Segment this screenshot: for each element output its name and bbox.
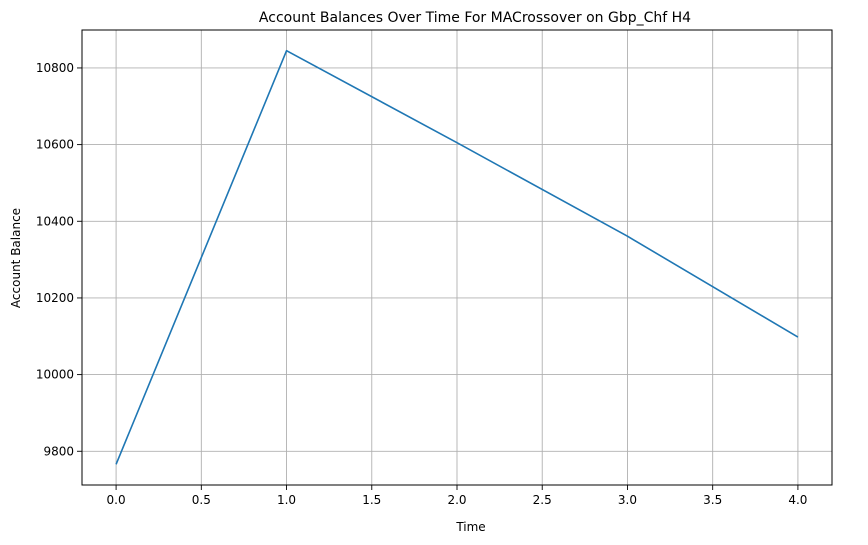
series-line [115, 49, 799, 465]
x-tick-label: 2.5 [533, 493, 552, 507]
x-tick-label: 4.0 [788, 493, 807, 507]
y-axis-label: Account Balance [9, 208, 23, 308]
x-tick-label: 3.0 [618, 493, 637, 507]
chart-title: Account Balances Over Time For MACrossov… [259, 10, 691, 26]
y-axis-ticks: 9800 10000 10200 10400 10600 10800 [36, 61, 82, 458]
y-tick-label: 10200 [36, 291, 74, 305]
x-axis-label: Time [455, 520, 485, 534]
y-tick-label: 10800 [36, 61, 74, 75]
x-tick-label: 0.0 [107, 493, 126, 507]
y-tick-label: 10000 [36, 368, 74, 382]
y-tick-label: 10600 [36, 138, 74, 152]
series-layer [115, 49, 799, 465]
y-tick-label: 9800 [43, 444, 74, 458]
x-axis-ticks: 0.0 0.5 1.0 1.5 2.0 2.5 3.0 3.5 4.0 [107, 485, 807, 507]
x-tick-label: 0.5 [192, 493, 211, 507]
grid [82, 30, 832, 485]
x-tick-label: 1.0 [277, 493, 296, 507]
y-tick-label: 10400 [36, 214, 74, 228]
x-tick-label: 3.5 [703, 493, 722, 507]
x-tick-label: 1.5 [362, 493, 381, 507]
x-tick-label: 2.0 [447, 493, 466, 507]
